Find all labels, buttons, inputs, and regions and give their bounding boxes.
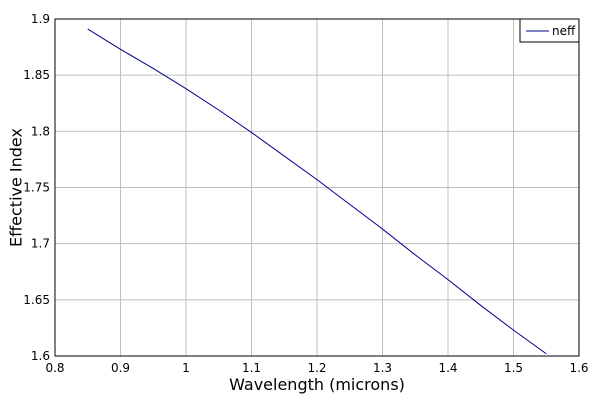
y-tick-label: 1.85 [23,68,50,82]
plot-area-border [54,18,580,357]
series-line-neff [87,28,547,355]
x-tick-label: 1.2 [307,361,326,375]
y-axis-title: Effective Index [7,128,26,247]
series-group [87,28,547,355]
y-tick-label: 1.6 [31,349,50,363]
legend: neff [519,18,580,43]
y-tick-label: 1.75 [23,181,50,195]
x-tick-label: 1.3 [373,361,392,375]
x-tick-label: 0.8 [45,361,64,375]
y-tick-label: 1.9 [31,12,50,26]
y-tick-label: 1.7 [31,237,50,251]
x-tick-label: 1.1 [242,361,261,375]
y-tick-label: 1.65 [23,293,50,307]
x-tick-label: 1.5 [504,361,523,375]
y-tick-label: 1.8 [31,124,50,138]
x-tick-label: 1 [182,361,190,375]
axis-ticks: 0.8 0.9 1 1.1 1.2 1.3 1.4 1.5 1.6 1.6 1.65 1.7 1.75 1… [23,12,588,375]
grid [54,18,580,357]
legend-label-neff: neff [552,24,576,38]
x-tick-label: 1.4 [438,361,457,375]
x-axis-title: Wavelength (microns) [229,375,405,394]
x-tick-label: 1.6 [569,361,588,375]
legend-box [519,18,580,43]
x-tick-label: 0.9 [111,361,130,375]
